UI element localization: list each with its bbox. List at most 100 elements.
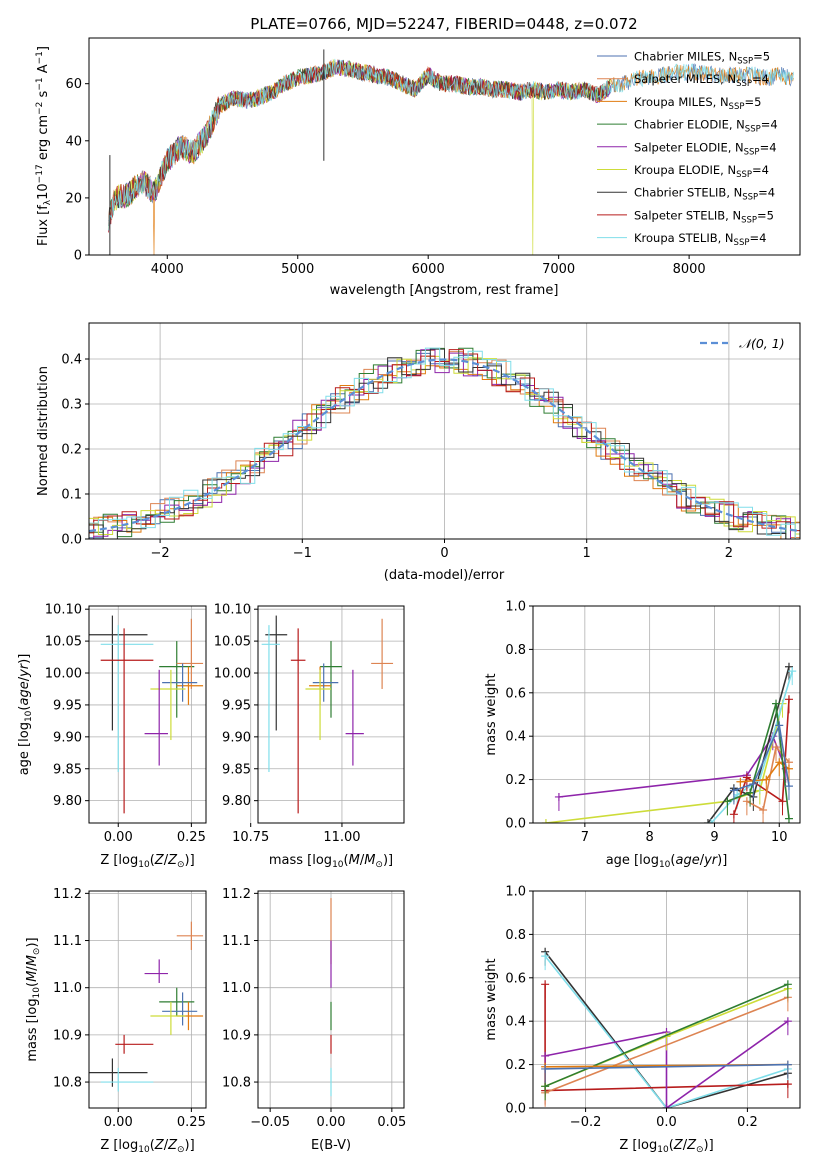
y-tick-label: 11.1 (53, 934, 82, 949)
axes-frame (88, 605, 207, 824)
x-tick-label: 0.05 (377, 1115, 406, 1130)
y-tick-label: 0.8 (505, 928, 526, 943)
x-tick-label: 0 (440, 546, 448, 561)
axes-frame (257, 890, 405, 1109)
x-tick-label: 0.25 (177, 1115, 206, 1130)
chart-title: PLATE=0766, MJD=52247, FIBERID=0448, z=0… (250, 15, 637, 33)
x-axis-label: wavelength [Angstrom, rest frame] (330, 283, 559, 298)
x-tick-label: 8000 (673, 262, 706, 277)
y-tick-label: 10.10 (214, 603, 251, 618)
y-tick-label: 9.80 (222, 794, 251, 809)
y-tick-label: 10.9 (53, 1028, 82, 1043)
y-tick-label: 9.95 (53, 698, 82, 713)
weight-line-chabrier_miles (733, 722, 790, 792)
y-tick-label: 9.85 (53, 762, 82, 777)
legend-label: Chabrier ELODIE, NSSP=4 (634, 118, 778, 135)
y-tick-label: 40 (65, 134, 82, 149)
panel-spectrum: 4000 5000 6000 7000 8000 0 20 40 60 (65, 37, 801, 277)
normal-curve (89, 358, 800, 533)
plot-area-spectrum (108, 49, 794, 255)
y-tick-label: 0.2 (505, 1058, 526, 1073)
weight-marker (707, 819, 716, 823)
y-tick-label: 11.0 (222, 981, 251, 996)
y-tick-label: 0.4 (61, 353, 82, 368)
panel-age_vs_Z: 0.00 0.25 9.80 9.85 9.90 9.95 10.00 10.05 10.10 (45, 603, 207, 845)
legend-label: Chabrier MILES, NSSP=5 (634, 50, 770, 67)
y-tick-label: 0 (74, 249, 82, 264)
y-axis-label: mass [log10(M/M⊙)] (25, 937, 42, 1061)
y-tick-label: 10.00 (45, 667, 82, 682)
x-tick-label: 10 (771, 830, 788, 845)
weight-line-chabrier_elodie (727, 703, 790, 819)
panel-age_vs_mass: 10.75 11.00 9.80 9.85 9.90 9.95 10.00 10.05 10.1… (214, 603, 405, 845)
y-tick-label: 10.9 (222, 1028, 251, 1043)
y-tick-label: 1.0 (505, 600, 526, 615)
y-tick-label: 11.2 (222, 887, 251, 902)
histogram-kroupa_elodie (89, 355, 800, 535)
x-tick-label: 10.75 (232, 830, 269, 845)
y-tick-label: 0.2 (61, 443, 82, 458)
y-tick-label: 10.8 (222, 1076, 251, 1091)
y-tick-label: 60 (65, 77, 82, 92)
legend-label: Salpeter MILES, NSSP=4 (634, 72, 769, 89)
histogram-chabrier_stelib (89, 348, 800, 539)
legend-label: Kroupa MILES, NSSP=5 (634, 95, 761, 112)
weight-marker (703, 819, 712, 823)
y-tick-label: 20 (65, 191, 82, 206)
legend-label: 𝒩(0, 1) (739, 336, 785, 351)
axes-frame (532, 890, 801, 1109)
y-tick-label: 0.3 (61, 398, 82, 413)
y-tick-label: 10.10 (45, 603, 82, 618)
y-tick-label: 9.90 (222, 730, 251, 745)
y-tick-label: 11.1 (222, 934, 251, 949)
y-tick-label: 11.2 (53, 887, 82, 902)
legend-label: Chabrier STELIB, NSSP=4 (634, 186, 775, 203)
y-tick-label: 0.4 (505, 1015, 526, 1030)
x-tick-label: 6000 (412, 262, 445, 277)
x-tick-label: −1 (293, 546, 312, 561)
plot-area-age_vs_Z (89, 615, 204, 814)
axes-frame (532, 605, 801, 824)
y-tick-label: 11.0 (53, 981, 82, 996)
y-axis-label: age [log10(age/yr)] (17, 654, 34, 776)
x-tick-label: 5000 (281, 262, 314, 277)
panel-mass_weight_vs_Z: −0.2 0.0 0.2 0.0 0.2 0.4 0.6 0.8 1.0 (505, 885, 801, 1130)
y-tick-label: 10.00 (214, 667, 251, 682)
panel-residual_hist: −2 −1 0 1 2 0.0 0.1 0.2 0.3 0.4 (61, 322, 801, 561)
legend-label: Salpeter STELIB, NSSP=5 (634, 208, 774, 225)
histogram-salpeter_stelib (89, 349, 800, 534)
x-tick-label: 2 (725, 546, 733, 561)
plot-area-mass_weight_vs_Z (541, 947, 792, 1108)
weight-line-chabrier_miles (545, 1063, 788, 1070)
x-tick-label: −2 (151, 546, 170, 561)
weight-line-chabrier_elodie (544, 983, 789, 1088)
x-tick-label: 0.00 (104, 1115, 133, 1130)
x-tick-label: 1 (583, 546, 591, 561)
x-tick-label: −0.05 (250, 1115, 290, 1130)
y-tick-label: 9.80 (53, 794, 82, 809)
x-tick-label: 8 (646, 830, 654, 845)
panel-mass_vs_ebv: −0.05 0.00 0.05 10.8 10.9 11.0 11.1 11.2 (222, 887, 406, 1130)
axes-frame (257, 605, 405, 824)
y-axis-label: Flux [fλ10−17 erg cm−2 s−1 A−1] (35, 46, 53, 246)
weight-line-salpeter_miles (544, 996, 789, 1094)
weight-line-chabrier_stelib (707, 666, 790, 823)
y-tick-label: 9.95 (222, 698, 251, 713)
x-tick-label: 7000 (542, 262, 575, 277)
x-tick-label: 0.2 (737, 1115, 758, 1130)
histogram-salpeter_elodie (89, 349, 800, 539)
legend-label: Kroupa ELODIE, NSSP=4 (634, 163, 769, 180)
x-tick-label: 0.00 (104, 830, 133, 845)
x-tick-label: 11.00 (323, 830, 360, 845)
weight-line-salpeter_elodie (558, 734, 787, 798)
spectrum-line-kroupa_stelib (108, 58, 794, 231)
panel-mass_vs_Z: 0.00 0.25 10.8 10.9 11.0 11.1 11.2 (53, 887, 207, 1130)
y-tick-label: 10.8 (53, 1076, 82, 1091)
plot-area-mass_vs_Z (89, 921, 204, 1092)
x-axis-label: Z [log10(Z/Z⊙)] (100, 853, 194, 870)
weight-marker (662, 1104, 671, 1108)
y-axis-label: mass weight (484, 673, 499, 755)
y-tick-label: 0.2 (505, 773, 526, 788)
y-tick-label: 0.1 (61, 488, 82, 503)
y-tick-label: 10.05 (45, 635, 82, 650)
